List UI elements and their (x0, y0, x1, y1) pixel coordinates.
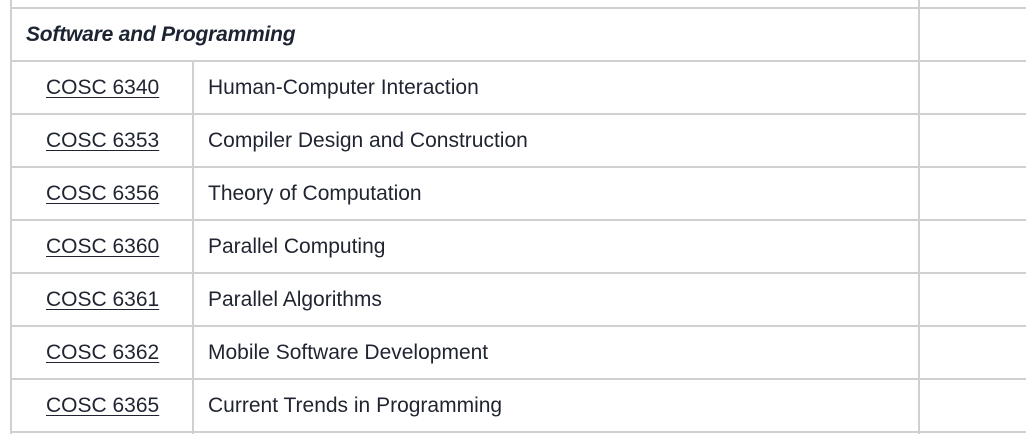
course-extra-cell (918, 166, 1026, 221)
course-title: Compiler Design and Construction (192, 113, 920, 168)
section-title: Software and Programming (10, 7, 920, 62)
table-top-row (10, 0, 1026, 9)
course-extra-cell (918, 325, 1026, 380)
table-row: COSC 6361 Parallel Algorithms (10, 272, 1026, 327)
table-row-cutoff (10, 431, 1026, 434)
course-code-link[interactable]: COSC 6365 (46, 393, 160, 417)
course-title: Parallel Computing (192, 219, 920, 274)
course-extra-cell (918, 272, 1026, 327)
table-row: COSC 6356 Theory of Computation (10, 166, 1026, 221)
course-code-link[interactable]: COSC 6340 (46, 75, 160, 99)
course-title: Human-Computer Interaction (192, 60, 920, 115)
course-extra-cell (918, 378, 1026, 433)
course-code-link[interactable]: COSC 6360 (46, 234, 160, 258)
table-row: COSC 6360 Parallel Computing (10, 219, 1026, 274)
course-title: Parallel Algorithms (192, 272, 920, 327)
course-title: Current Trends in Programming (192, 378, 920, 433)
course-extra-cell (918, 113, 1026, 168)
table-row: COSC 6362 Mobile Software Development (10, 325, 1026, 380)
course-code-cell: COSC 6360 (10, 219, 194, 274)
course-extra-cell (918, 60, 1026, 115)
course-code-link[interactable]: COSC 6362 (46, 340, 160, 364)
course-title: Mobile Software Development (192, 325, 920, 380)
course-title: Theory of Computation (192, 166, 920, 221)
course-table: Software and Programming COSC 6340 Human… (10, 0, 1026, 434)
table-row: COSC 6365 Current Trends in Programming (10, 378, 1026, 433)
course-code-link[interactable]: COSC 6361 (46, 287, 160, 311)
course-code-cell: COSC 6361 (10, 272, 194, 327)
course-code-cell: COSC 6365 (10, 378, 194, 433)
course-code-cell: COSC 6340 (10, 60, 194, 115)
table-row: COSC 6353 Compiler Design and Constructi… (10, 113, 1026, 168)
table-row: COSC 6340 Human-Computer Interaction (10, 60, 1026, 115)
course-extra-cell (918, 219, 1026, 274)
section-extra-cell (918, 7, 1026, 62)
course-code-cell: COSC 6362 (10, 325, 194, 380)
course-code-link[interactable]: COSC 6353 (46, 128, 160, 152)
course-table-container: Software and Programming COSC 6340 Human… (10, 0, 1026, 434)
course-code-cell: COSC 6353 (10, 113, 194, 168)
section-header-row: Software and Programming (10, 7, 1026, 62)
course-code-cell: COSC 6356 (10, 166, 194, 221)
course-code-link[interactable]: COSC 6356 (46, 181, 160, 205)
